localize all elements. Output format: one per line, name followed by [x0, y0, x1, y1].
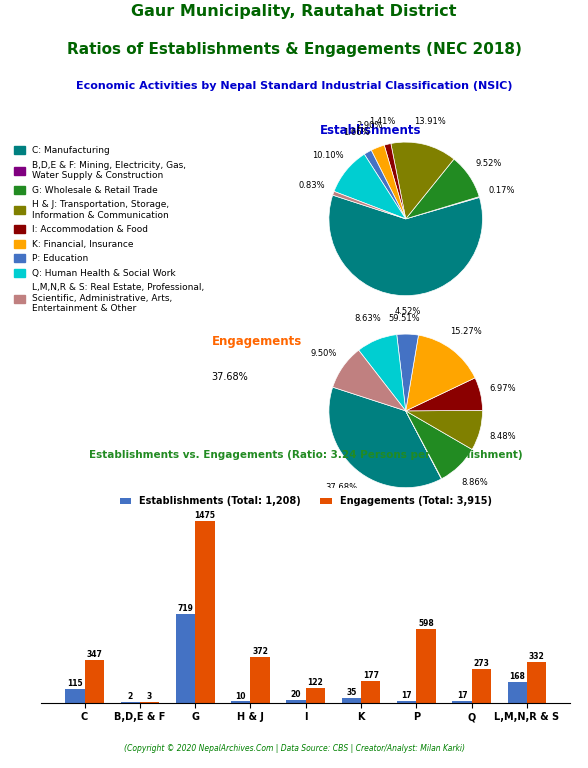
Wedge shape: [384, 144, 406, 219]
Text: 9.50%: 9.50%: [311, 349, 338, 358]
Wedge shape: [334, 154, 406, 219]
Text: 20: 20: [291, 690, 301, 700]
Text: Ratios of Establishments & Engagements (NEC 2018): Ratios of Establishments & Engagements (…: [66, 41, 522, 57]
Text: 9.52%: 9.52%: [475, 158, 502, 167]
Bar: [452, 700, 472, 703]
Text: 168: 168: [509, 672, 525, 681]
Text: 372: 372: [252, 647, 268, 656]
Text: 3: 3: [147, 693, 152, 701]
Text: 0.83%: 0.83%: [298, 181, 325, 190]
Bar: [250, 657, 270, 703]
Text: 17: 17: [457, 690, 467, 700]
Text: 8.48%: 8.48%: [489, 432, 516, 441]
Text: 347: 347: [86, 650, 102, 659]
Text: 8.63%: 8.63%: [355, 314, 381, 323]
Text: 15.27%: 15.27%: [450, 326, 482, 336]
Text: 10.10%: 10.10%: [312, 151, 344, 161]
Text: 273: 273: [473, 659, 489, 668]
Bar: [397, 700, 416, 703]
Text: 13.91%: 13.91%: [414, 118, 446, 127]
Text: 115: 115: [67, 679, 83, 687]
Text: 598: 598: [418, 619, 434, 628]
Text: Engagements: Engagements: [212, 335, 302, 348]
Text: 35: 35: [346, 688, 356, 697]
Wedge shape: [371, 145, 406, 219]
Text: 0.17%: 0.17%: [488, 186, 514, 195]
Text: Gaur Municipality, Rautahat District: Gaur Municipality, Rautahat District: [131, 4, 457, 19]
Legend: C: Manufacturing, B,D,E & F: Mining, Electricity, Gas,
Water Supply & Constructi: C: Manufacturing, B,D,E & F: Mining, Ele…: [11, 143, 208, 316]
Wedge shape: [365, 151, 406, 219]
Bar: [286, 700, 306, 703]
Wedge shape: [406, 378, 483, 411]
Bar: [195, 521, 215, 703]
Bar: [416, 629, 436, 703]
Text: 6.97%: 6.97%: [490, 384, 516, 393]
Bar: [472, 669, 491, 703]
Wedge shape: [406, 410, 483, 449]
Wedge shape: [333, 191, 406, 219]
Text: 4.52%: 4.52%: [395, 306, 422, 316]
Text: 719: 719: [178, 604, 193, 614]
Bar: [306, 687, 325, 703]
Bar: [527, 662, 546, 703]
Text: 2: 2: [128, 693, 133, 701]
Text: 8.86%: 8.86%: [462, 478, 488, 488]
Wedge shape: [333, 350, 406, 411]
Text: (Copyright © 2020 NepalArchives.Com | Data Source: CBS | Creator/Analyst: Milan : (Copyright © 2020 NepalArchives.Com | Da…: [123, 744, 465, 753]
Wedge shape: [329, 195, 483, 296]
Text: 1475: 1475: [195, 511, 215, 521]
Text: Establishments: Establishments: [320, 124, 421, 137]
Text: 17: 17: [402, 690, 412, 700]
Text: 122: 122: [308, 677, 323, 687]
Text: Establishments vs. Engagements (Ratio: 3.24 Persons per Establishment): Establishments vs. Engagements (Ratio: 3…: [89, 450, 523, 460]
Wedge shape: [329, 387, 442, 488]
Wedge shape: [406, 411, 472, 478]
Wedge shape: [391, 142, 454, 219]
Bar: [176, 614, 195, 703]
Bar: [361, 681, 380, 703]
Text: Economic Activities by Nepal Standard Industrial Classification (NSIC): Economic Activities by Nepal Standard In…: [76, 81, 512, 91]
Bar: [65, 689, 85, 703]
Bar: [507, 682, 527, 703]
Text: 10: 10: [236, 691, 246, 700]
Text: 332: 332: [529, 652, 544, 661]
Wedge shape: [406, 159, 479, 219]
Wedge shape: [397, 334, 419, 411]
Wedge shape: [406, 335, 475, 411]
Text: 2.90%: 2.90%: [356, 121, 382, 131]
Text: 1.66%: 1.66%: [343, 127, 370, 137]
Text: 37.68%: 37.68%: [325, 482, 358, 492]
Wedge shape: [406, 411, 442, 479]
Legend: Establishments (Total: 1,208), Engagements (Total: 3,915): Establishments (Total: 1,208), Engagemen…: [116, 492, 496, 510]
Text: 177: 177: [363, 671, 379, 680]
Bar: [342, 698, 361, 703]
Text: 0.08%: 0.08%: [439, 495, 466, 504]
Bar: [85, 660, 104, 703]
Text: 1.41%: 1.41%: [369, 118, 395, 127]
Text: 37.68%: 37.68%: [212, 372, 248, 382]
Bar: [231, 701, 250, 703]
Text: 59.51%: 59.51%: [388, 314, 420, 323]
Wedge shape: [359, 335, 406, 411]
Wedge shape: [406, 197, 479, 219]
